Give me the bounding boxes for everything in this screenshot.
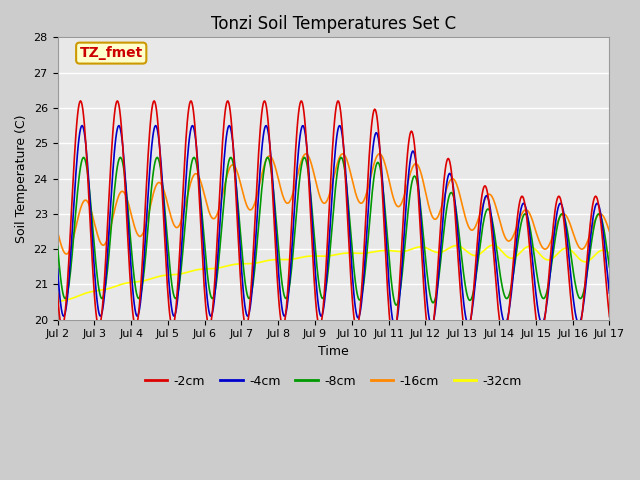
X-axis label: Time: Time (318, 345, 349, 358)
Y-axis label: Soil Temperature (C): Soil Temperature (C) (15, 114, 28, 243)
Legend: -2cm, -4cm, -8cm, -16cm, -32cm: -2cm, -4cm, -8cm, -16cm, -32cm (140, 370, 527, 393)
Title: Tonzi Soil Temperatures Set C: Tonzi Soil Temperatures Set C (211, 15, 456, 33)
Text: TZ_fmet: TZ_fmet (79, 46, 143, 60)
